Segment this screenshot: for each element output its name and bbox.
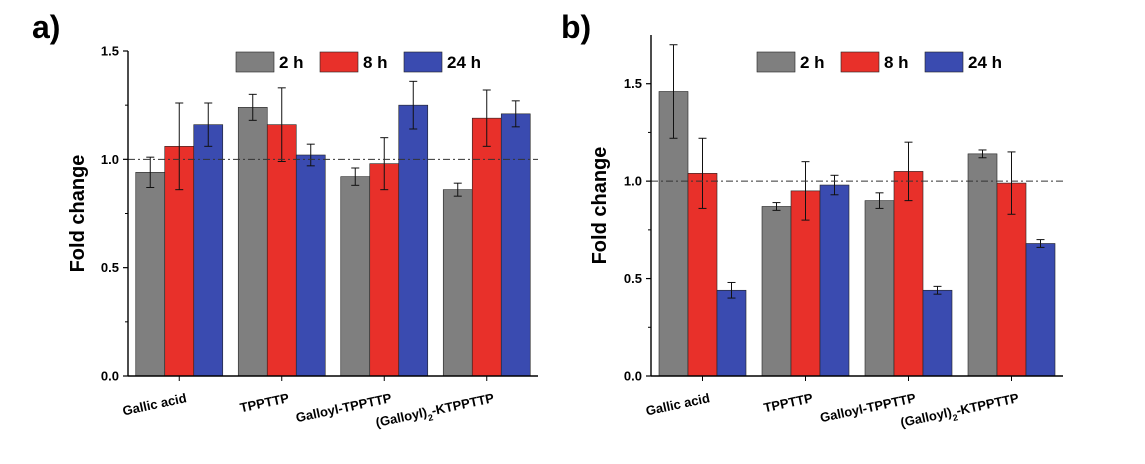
error-bar [933,285,942,295]
bar [135,172,166,377]
error-bar [1036,239,1045,248]
error-bar [482,89,491,147]
error-bar [453,182,462,197]
error-bar [409,80,418,130]
bar [790,190,821,377]
legend: 2 h 8 h 24 h [756,51,1002,73]
error-bar [277,87,286,162]
error-bar [669,44,678,139]
legend-label: 2 h [279,53,304,72]
x-tick-label: TPPTTP [762,390,814,415]
error-bar [306,143,315,167]
bar [1025,243,1056,377]
error-bar [511,100,520,128]
error-bar [146,156,155,188]
legend-swatch [756,51,796,73]
y-tick-label: 0.5 [624,271,642,286]
x-tick-label: TPPTTP [239,390,291,415]
error-bar [204,102,213,147]
error-bar [978,149,987,159]
bar [442,189,473,377]
bar [193,124,224,377]
error-bar [1007,151,1016,215]
y-tick-label: 1.0 [624,174,642,189]
error-bar [875,192,884,209]
y-tick-label: 0.0 [624,369,642,384]
panel-letter: b) [561,9,591,45]
legend-label: 8 h [363,53,388,72]
error-bar [830,174,839,196]
legend-swatch [319,51,359,73]
bar [471,117,502,377]
bar [716,289,747,377]
error-bar [248,93,257,121]
error-bar [904,141,913,202]
error-bar [801,161,810,221]
error-bar [175,102,184,191]
y-axis-label: Fold change [589,147,611,265]
legend-label: 8 h [884,53,909,72]
bar [761,206,792,377]
bar [340,176,371,377]
legend-swatch [924,51,964,73]
legend-label: 24 h [447,53,481,72]
bar [500,113,531,377]
error-bar [727,281,736,299]
y-tick-label: 1.5 [624,76,642,91]
legend-label: 2 h [800,53,825,72]
panel-letter: a) [32,9,60,45]
legend-swatch [403,51,443,73]
y-tick-label: 0.5 [101,260,119,275]
error-bar [772,202,781,211]
x-tick-label: Gallic acid [121,390,188,418]
bar [922,289,953,377]
bar [893,171,924,377]
bar [369,163,400,377]
bar [295,154,326,377]
x-tick-label: (Galloyl)2-KTPPTTP [374,390,496,434]
legend-swatch [235,51,275,73]
bar [819,184,850,377]
bar [864,200,895,377]
legend-swatch [840,51,880,73]
error-bar [351,167,360,186]
bar [658,91,689,377]
bar [398,104,429,377]
error-bar [380,137,389,191]
x-tick-label: Gallic acid [644,390,711,418]
y-tick-label: 0.0 [101,369,119,384]
y-tick-label: 1.5 [101,44,119,59]
bar [266,124,297,377]
legend: 2 h 8 h 24 h [235,51,481,73]
bar [967,153,998,377]
x-tick-label: (Galloyl)2-KTPPTTP [899,390,1021,434]
y-axis-label: Fold change [67,155,89,273]
error-bar [698,137,707,209]
bar [237,107,268,377]
legend-label: 24 h [968,53,1002,72]
y-tick-label: 1.0 [101,152,119,167]
